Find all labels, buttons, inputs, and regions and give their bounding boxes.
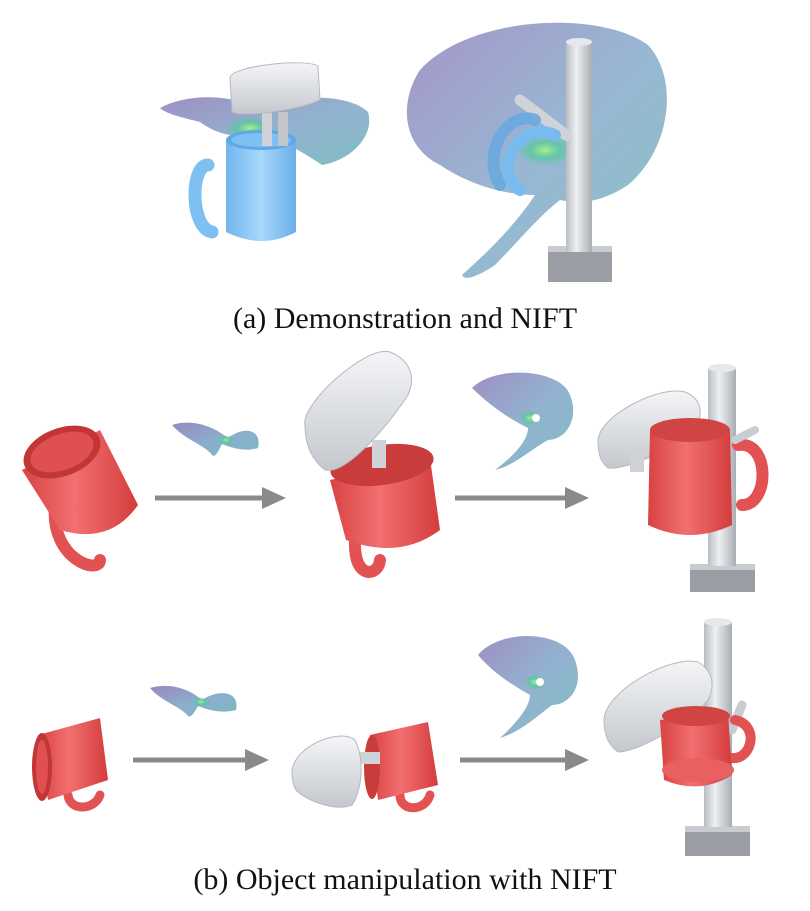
gripper-icon <box>304 351 413 471</box>
arrow-right-icon <box>460 749 589 771</box>
row1-nift-small <box>172 422 259 456</box>
row1-initial-mug <box>22 425 138 572</box>
gripper-icon <box>229 62 321 146</box>
red-mug-icon <box>32 718 108 812</box>
red-mug-icon <box>22 425 138 572</box>
arrow-right-icon <box>455 487 589 509</box>
nift-surface-icon <box>478 636 578 738</box>
row2-nift-small <box>150 685 237 717</box>
nift-surface-icon <box>150 685 237 717</box>
blue-mug-handle-icon <box>487 112 561 196</box>
row1-grasp <box>304 351 440 578</box>
red-mug-icon <box>648 418 769 535</box>
red-mug-icon <box>660 706 756 787</box>
blue-mug-icon <box>188 130 296 241</box>
row2-nift-medium <box>478 636 578 738</box>
row1-hang <box>597 364 769 592</box>
mug-stand-icon <box>514 38 612 282</box>
nift-surface-icon <box>172 422 259 456</box>
row2-hang <box>603 618 756 856</box>
gripper-icon <box>291 735 380 808</box>
arrow-right-icon <box>155 487 286 509</box>
gripper-icon <box>597 390 701 472</box>
red-mug-icon <box>364 722 438 813</box>
demo-blue-mug-scene <box>160 62 370 241</box>
row2-initial-mug <box>32 718 108 812</box>
caption-object-manipulation: (b) Object manipulation with NIFT <box>193 863 617 896</box>
demo-stand-scene <box>406 22 667 282</box>
nift-surface-icon <box>406 22 667 278</box>
nift-surface-icon <box>472 372 574 470</box>
row1-nift-medium <box>472 372 574 470</box>
row2-grasp <box>291 722 438 813</box>
gripper-icon <box>603 660 713 753</box>
caption-demonstration: (a) Demonstration and NIFT <box>232 302 578 335</box>
arrow-right-icon <box>133 749 269 771</box>
